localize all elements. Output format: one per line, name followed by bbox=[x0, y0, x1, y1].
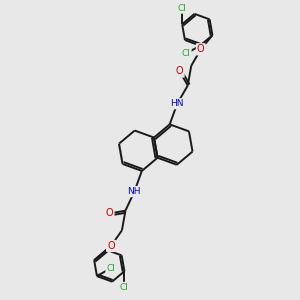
Text: Cl: Cl bbox=[120, 283, 129, 292]
Text: O: O bbox=[107, 241, 115, 251]
Text: O: O bbox=[176, 67, 184, 76]
Text: Cl: Cl bbox=[178, 4, 187, 13]
Text: O: O bbox=[106, 208, 113, 218]
Text: Cl: Cl bbox=[106, 264, 115, 273]
Text: HN: HN bbox=[170, 99, 184, 108]
Text: O: O bbox=[197, 44, 205, 54]
Text: Cl: Cl bbox=[182, 49, 190, 58]
Text: NH: NH bbox=[128, 187, 141, 196]
